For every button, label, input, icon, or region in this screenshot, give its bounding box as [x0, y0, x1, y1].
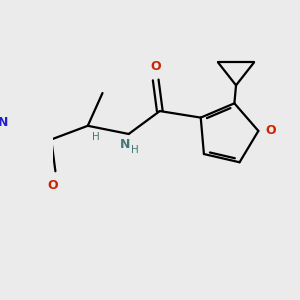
Text: H: H [92, 132, 100, 142]
Text: H: H [131, 146, 139, 155]
Text: O: O [47, 179, 58, 192]
Text: N: N [120, 138, 130, 151]
Text: O: O [150, 60, 161, 73]
Text: N: N [0, 116, 8, 129]
Text: O: O [265, 124, 276, 137]
